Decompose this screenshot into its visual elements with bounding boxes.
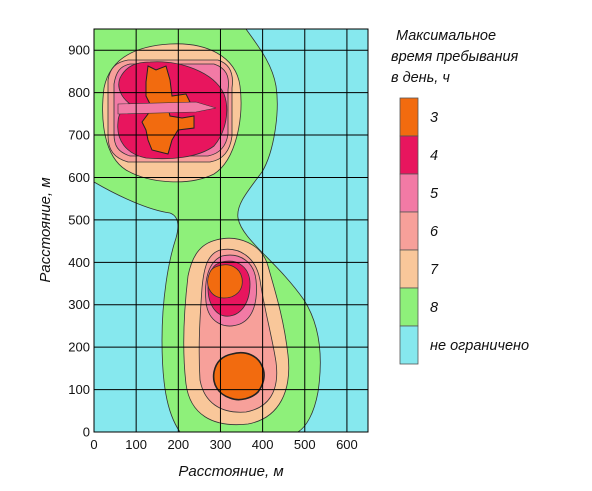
legend-label: 4 [430,148,438,164]
y-tick-label: 400 [68,255,90,270]
zone-unrestricted-notch [94,181,181,432]
legend-title-line-2: время пребывания [391,49,519,65]
x-tick-label: 600 [336,437,358,452]
x-tick-label: 100 [125,437,147,452]
plot-border [93,28,369,433]
y-tick-label: 900 [68,43,90,58]
y-tick-label: 800 [68,85,90,100]
x-axis-title: Расстояние, м [178,463,283,480]
legend-label: 5 [430,186,439,202]
x-tick-label: 300 [210,437,232,452]
legend-label: 3 [430,110,438,126]
y-tick-label: 500 [68,212,90,227]
contour-zones [94,29,321,432]
legend-title-line-1: Максимальное [396,28,496,44]
x-tick-label: 200 [167,437,189,452]
y-tick-label: 600 [68,170,90,185]
y-tick-label: 300 [68,297,90,312]
x-tick-labels: 0 100 200 300 400 500 600 [90,437,357,452]
y-tick-labels: 0 100 200 300 400 500 600 700 800 900 [68,43,90,440]
legend-label: 8 [430,300,438,316]
legend-swatch [399,211,419,251]
zone-level-3-small [207,264,243,299]
legend-title-line-3: в день, ч [391,70,450,86]
x-tick-label: 400 [252,437,274,452]
legend: Максимальное время пребывания в день, ч … [391,28,529,365]
legend-swatch [399,97,419,137]
y-tick-label: 700 [68,128,90,143]
x-tick-label: 0 [90,437,97,452]
y-tick-label: 0 [83,425,90,440]
y-tick-label: 200 [68,340,90,355]
legend-label: не ограничено [430,338,529,354]
legend-swatch [399,135,419,175]
legend-items: 3 4 5 6 7 8 не ограничено [399,97,529,365]
y-axis-title: Расстояние, м [37,177,54,282]
legend-swatch [399,287,419,327]
legend-swatch [399,249,419,289]
legend-swatch [399,173,419,213]
legend-swatch [399,325,419,365]
legend-label: 6 [430,224,439,240]
zone-level-3-bottom [212,351,265,401]
x-tick-label: 500 [294,437,316,452]
y-tick-label: 100 [68,382,90,397]
zone-level-5-upper-band [117,101,217,115]
legend-label: 7 [430,262,439,278]
